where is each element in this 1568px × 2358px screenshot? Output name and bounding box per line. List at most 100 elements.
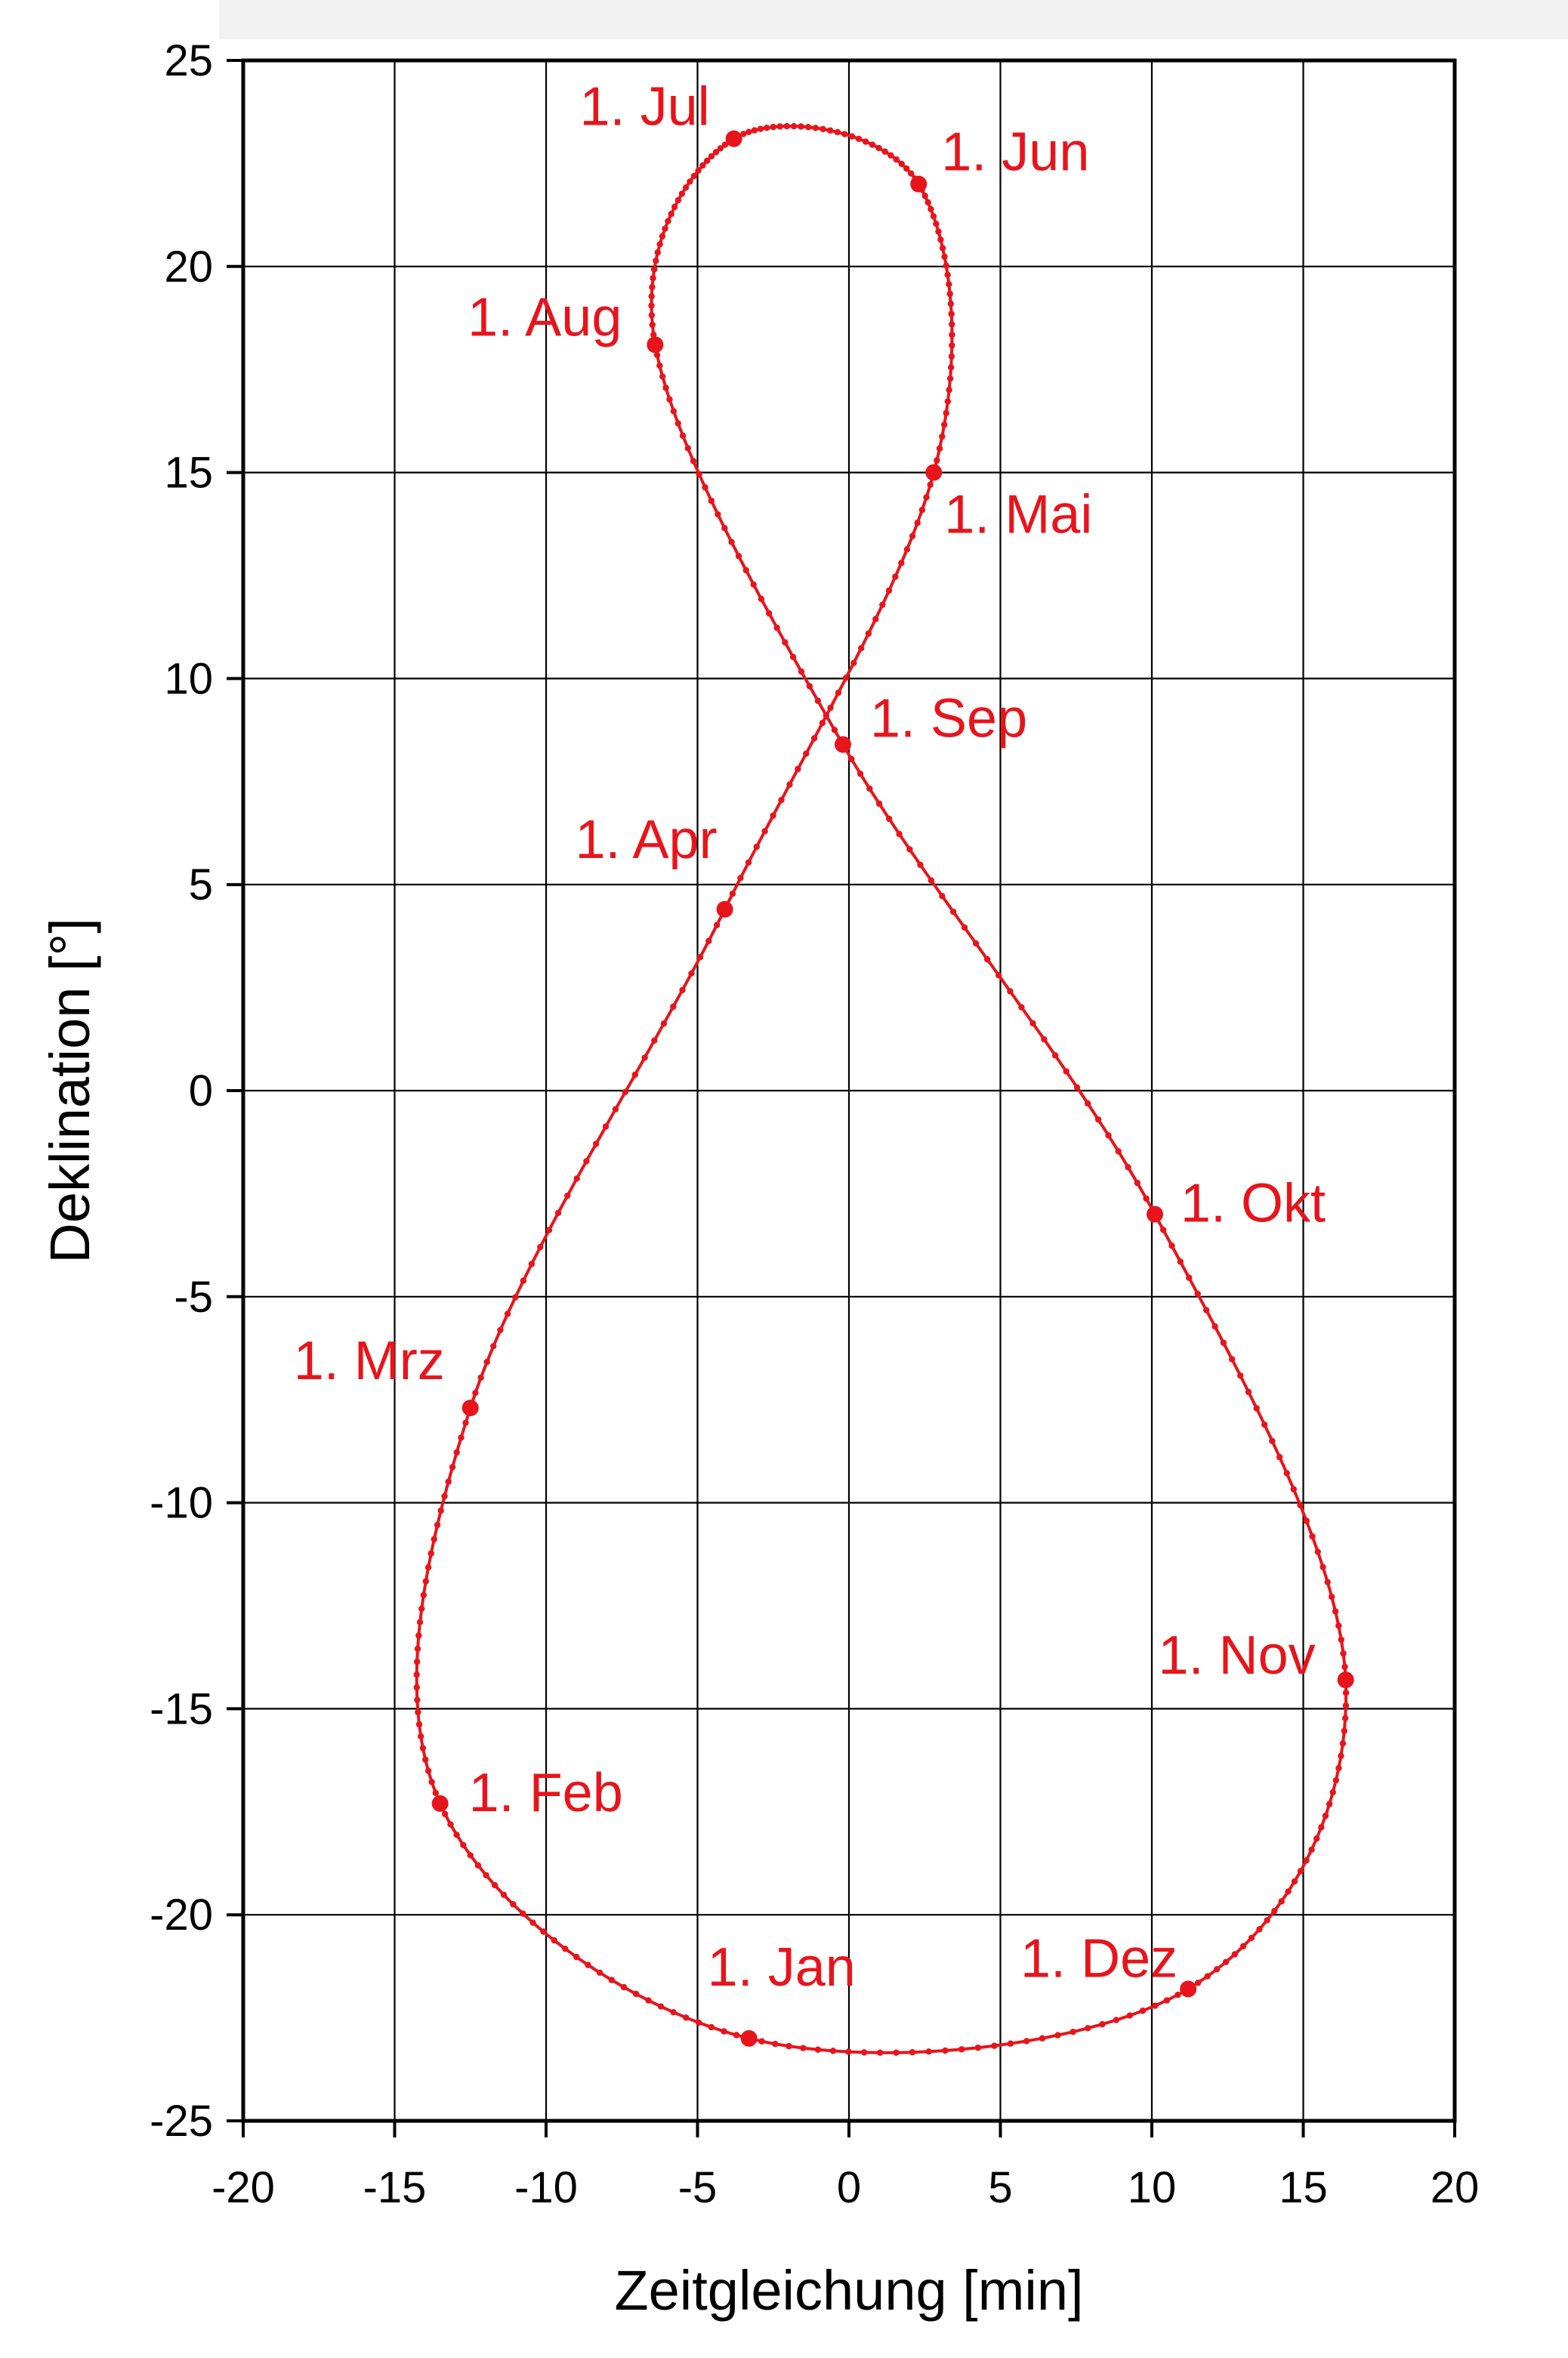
month-marker	[740, 2029, 758, 2047]
day-marker	[1332, 1608, 1339, 1615]
day-marker	[995, 972, 1002, 979]
day-marker	[453, 1832, 460, 1838]
day-marker	[1324, 1579, 1331, 1585]
day-marker	[1159, 1227, 1167, 1233]
day-marker	[662, 384, 669, 391]
day-marker	[935, 228, 942, 235]
day-marker	[855, 135, 863, 143]
day-marker	[414, 1645, 421, 1653]
day-marker	[1329, 1789, 1336, 1796]
day-marker	[947, 364, 955, 371]
day-marker	[653, 258, 659, 264]
day-marker	[1297, 1502, 1304, 1508]
day-marker	[1177, 1258, 1184, 1265]
day-marker	[690, 172, 698, 180]
day-marker	[662, 225, 668, 232]
day-marker	[573, 1953, 580, 1961]
day-marker	[789, 653, 797, 661]
day-marker	[1094, 1116, 1102, 1123]
day-marker	[1308, 1846, 1315, 1853]
day-marker	[907, 170, 915, 177]
day-marker	[893, 156, 900, 163]
day-marker	[670, 408, 678, 415]
day-marker	[937, 236, 944, 243]
month-label: 1. Aug	[468, 287, 622, 347]
day-marker	[1285, 1888, 1292, 1895]
day-marker	[447, 1821, 454, 1828]
day-marker	[1054, 2032, 1061, 2039]
month-marker	[461, 1400, 479, 1417]
day-marker	[750, 581, 757, 588]
day-marker	[941, 253, 948, 261]
day-marker	[930, 213, 937, 220]
day-marker	[653, 351, 661, 359]
day-marker	[659, 373, 666, 380]
y-tick-label: -10	[150, 1479, 213, 1528]
day-marker	[453, 1449, 460, 1456]
grid	[242, 59, 1456, 2122]
day-marker	[773, 625, 780, 631]
day-marker	[458, 1434, 465, 1441]
day-marker	[1202, 1307, 1210, 1313]
day-marker	[866, 785, 873, 792]
day-marker	[1204, 1973, 1211, 1980]
day-marker	[806, 683, 813, 690]
day-marker	[674, 196, 682, 204]
day-marker	[1113, 2017, 1120, 2023]
day-marker	[491, 1881, 498, 1889]
day-marker	[949, 342, 955, 349]
day-marker	[415, 1721, 423, 1728]
day-marker	[974, 2044, 982, 2051]
day-marker	[850, 659, 857, 666]
day-marker	[865, 630, 872, 637]
month-markers: 1. Jan 1. Feb 1. Mrz 1. Apr 1. Mai 1. Jun 1. J…	[294, 77, 1354, 2047]
day-marker	[733, 2032, 740, 2039]
y-tick-label: 0	[189, 1066, 213, 1116]
day-marker	[1269, 1437, 1276, 1444]
day-marker	[735, 553, 742, 560]
day-marker	[795, 766, 801, 773]
day-marker	[413, 1659, 421, 1665]
day-marker	[545, 1227, 553, 1233]
day-marker	[898, 160, 905, 168]
month-label: 1. Sep	[870, 689, 1027, 749]
day-marker	[564, 1192, 571, 1199]
day-marker	[949, 332, 955, 338]
month-marker	[1337, 1671, 1354, 1689]
x-axis-label: Zeitgleichung [min]	[614, 2259, 1083, 2322]
x-tick-label: -5	[678, 2163, 718, 2212]
day-marker	[432, 1789, 440, 1797]
day-marker	[1220, 1339, 1227, 1347]
day-marker	[504, 1310, 511, 1317]
month-label: 1. Mrz	[294, 1331, 445, 1391]
day-marker	[923, 494, 930, 501]
day-marker	[1341, 1714, 1349, 1722]
month-label: 1. Apr	[575, 810, 717, 870]
day-marker	[665, 218, 671, 225]
day-marker	[1290, 1486, 1297, 1492]
day-marker	[1342, 1702, 1350, 1709]
day-marker	[416, 1619, 424, 1626]
day-marker	[1326, 1801, 1333, 1807]
y-tick-label: 20	[164, 242, 213, 292]
day-marker	[427, 1550, 434, 1557]
day-marker	[1314, 1548, 1321, 1555]
day-marker	[414, 1696, 421, 1703]
day-marker	[834, 128, 841, 136]
day-marker	[1213, 1966, 1221, 1973]
day-marker	[862, 138, 869, 145]
day-marker	[1341, 1663, 1348, 1671]
day-marker	[763, 125, 770, 131]
day-marker	[934, 457, 940, 464]
day-marker	[737, 875, 744, 881]
day-marker	[1018, 1004, 1025, 1011]
day-marker	[881, 148, 888, 155]
day-marker	[936, 445, 943, 452]
day-marker	[583, 1158, 590, 1165]
day-marker	[745, 859, 752, 866]
day-marker	[896, 831, 903, 838]
day-marker	[1332, 1776, 1340, 1784]
day-marker	[1085, 2025, 1091, 2032]
day-marker	[671, 203, 678, 211]
day-marker	[728, 539, 735, 545]
